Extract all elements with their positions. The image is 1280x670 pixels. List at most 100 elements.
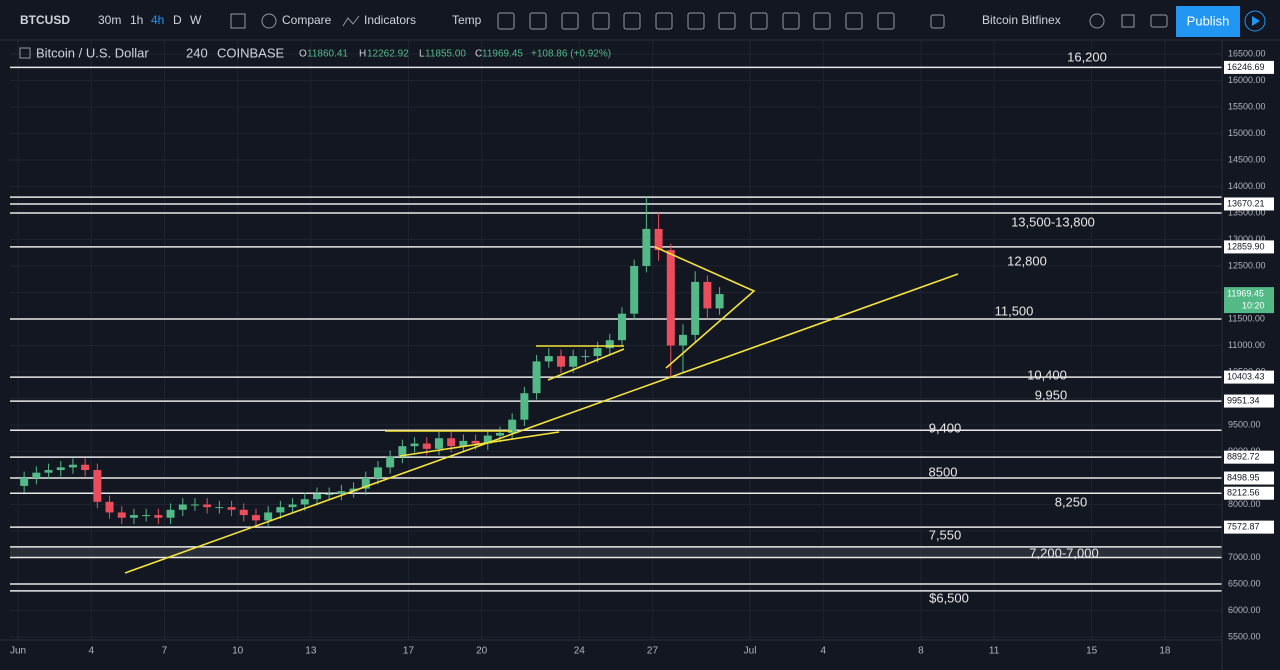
- level-annotation: 11,500: [995, 303, 1034, 318]
- compare-icon[interactable]: [261, 13, 277, 29]
- candle-body: [178, 504, 187, 510]
- price-label: 13670.21: [1227, 198, 1265, 208]
- interval-active[interactable]: 4h: [151, 13, 164, 27]
- candle-body: [239, 509, 248, 516]
- indicators[interactable]: Indicators: [364, 13, 416, 27]
- tool-icon[interactable]: [561, 12, 579, 30]
- tool-icon[interactable]: [782, 12, 800, 30]
- level-annotation: 7,200-7,000: [1029, 545, 1098, 560]
- candle-body: [447, 438, 456, 447]
- tool-icon[interactable]: [718, 12, 736, 30]
- candle-body: [434, 438, 443, 449]
- level-annotation: 9,950: [1035, 387, 1068, 402]
- candle-body: [32, 472, 41, 478]
- level-annotation: 8500: [929, 464, 958, 479]
- price-axis: 16500.00 16000.00 15500.00 15000.00 14500.00…: [0, 40, 1280, 670]
- tool-icon[interactable]: [687, 12, 705, 30]
- level-annotation: 13,500-13,800: [1011, 214, 1095, 229]
- price-label-box: [1224, 486, 1274, 500]
- price-label-box: [1224, 370, 1274, 384]
- publish-button[interactable]: [1176, 6, 1240, 37]
- templates[interactable]: Temp: [452, 13, 482, 27]
- trendline: [547, 348, 625, 381]
- candle-body: [666, 250, 675, 346]
- level-annotation: 8,250: [1055, 494, 1088, 509]
- compare[interactable]: Compare: [282, 13, 332, 27]
- y-tick-label: 7000.00: [1228, 552, 1261, 562]
- trendline: [399, 431, 560, 457]
- legend-text: 240: [186, 45, 208, 60]
- candle-body: [337, 491, 346, 494]
- settings-icon[interactable]: [1089, 13, 1105, 29]
- candle-body: [703, 281, 712, 309]
- candle-body: [691, 281, 700, 335]
- tool-icon[interactable]: [529, 12, 547, 30]
- level-annotation: $6,500: [929, 590, 969, 605]
- candle-body: [68, 464, 77, 468]
- level-band: [10, 546, 1222, 558]
- legend-toggle[interactable]: [19, 47, 31, 59]
- candle-body: [373, 467, 382, 478]
- x-tick-label: 4: [821, 646, 827, 657]
- layout-name[interactable]: Bitcoin Bitfinex: [982, 13, 1061, 27]
- symbol[interactable]: BTCUSD: [20, 13, 70, 27]
- candle-body: [617, 313, 626, 341]
- level-annotation: 12,800: [1007, 253, 1047, 268]
- y-tick-label: 11000.00: [1228, 340, 1265, 350]
- legend-text: 12262.92: [367, 49, 409, 60]
- candle-body: [312, 493, 321, 500]
- tool-icon[interactable]: [655, 12, 673, 30]
- y-tick-label: 9500.00: [1228, 419, 1261, 429]
- candle-body: [349, 488, 358, 492]
- level-annotation: 10,400: [1027, 367, 1067, 382]
- fullscreen-icon[interactable]: [1121, 14, 1135, 28]
- tool-icon[interactable]: [877, 12, 895, 30]
- candle-body: [154, 515, 163, 518]
- tool-icon[interactable]: [592, 12, 610, 30]
- candle-body: [654, 228, 663, 251]
- legend-text: C: [475, 49, 482, 60]
- level-annotation: 9,400: [929, 420, 962, 435]
- countdown: 10:20: [1242, 300, 1265, 310]
- interval[interactable]: D: [173, 13, 182, 27]
- candle-body: [495, 432, 504, 436]
- candle-body: [325, 493, 334, 495]
- candle-body: [593, 348, 602, 357]
- x-tick-label: 18: [1159, 646, 1171, 657]
- publish-label[interactable]: Publish: [1187, 13, 1230, 28]
- candle-body: [508, 419, 517, 433]
- tool-icon[interactable]: [497, 12, 515, 30]
- price-label: 12859.90: [1227, 241, 1265, 251]
- tool-icon[interactable]: [813, 12, 831, 30]
- candle-body: [166, 509, 175, 518]
- tool-icon[interactable]: [750, 12, 768, 30]
- price-label: 7572.87: [1227, 521, 1260, 531]
- tool-icon[interactable]: [623, 12, 641, 30]
- legend-text: COINBASE: [217, 45, 285, 60]
- tool-icon[interactable]: [845, 12, 863, 30]
- y-tick-label: 14000.00: [1228, 181, 1266, 191]
- indicators-icon[interactable]: [342, 15, 360, 27]
- price-label-box: [1224, 471, 1274, 485]
- candle-body: [459, 440, 468, 447]
- chart-type-icon[interactable]: [230, 13, 246, 29]
- y-tick-label: 6000.00: [1228, 605, 1261, 615]
- interval[interactable]: 30m: [98, 13, 121, 27]
- price-label: 16246.69: [1227, 62, 1265, 72]
- x-tick-label: 15: [1086, 646, 1098, 657]
- x-tick-label: 13: [305, 646, 317, 657]
- candle-body: [44, 470, 53, 473]
- snapshot-icon[interactable]: [1150, 14, 1168, 28]
- price-label: 8892.72: [1227, 452, 1260, 462]
- interval[interactable]: W: [190, 13, 202, 27]
- legend-text: +108.86 (+0.92%): [531, 49, 611, 60]
- legend-text: Bitcoin / U.S. Dollar: [36, 45, 149, 60]
- x-tick-label: 4: [88, 646, 94, 657]
- checkbox[interactable]: [930, 14, 945, 29]
- candle-body: [398, 446, 407, 457]
- x-tick-label: 7: [162, 646, 168, 657]
- candle-body: [276, 507, 285, 513]
- interval[interactable]: 1h: [130, 13, 143, 27]
- candle-body: [630, 265, 639, 314]
- replay-icon[interactable]: [1244, 10, 1266, 32]
